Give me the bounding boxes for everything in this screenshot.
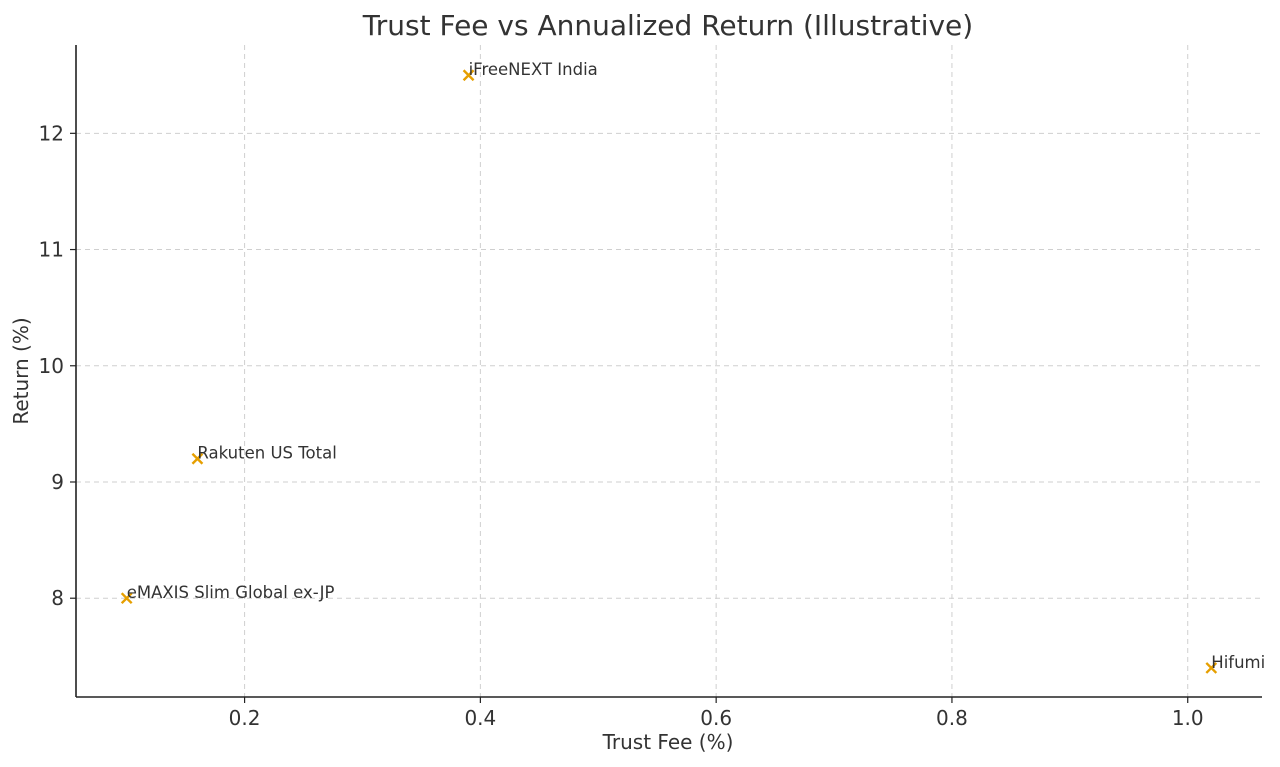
x-tick-label: 0.6 xyxy=(700,706,732,730)
point-label: eMAXIS Slim Global ex-JP xyxy=(127,583,335,602)
grid-lines xyxy=(76,45,1262,697)
point-label: iFreeNEXT India xyxy=(469,60,598,79)
ticks: 0.2 0.4 0.6 0.8 1.0 8 9 10 11 12 xyxy=(39,121,1204,730)
axes xyxy=(75,45,1262,698)
y-tick-label: 11 xyxy=(39,238,64,262)
data-point: Rakuten US Total xyxy=(191,444,337,465)
data-point: iFreeNEXT India xyxy=(462,60,598,82)
x-tick-label: 0.8 xyxy=(936,706,968,730)
x-axis-label: Trust Fee (%) xyxy=(602,730,734,754)
y-tick-label: 10 xyxy=(39,354,64,378)
x-tick-label: 0.4 xyxy=(464,706,496,730)
x-tick-label: 0.2 xyxy=(229,706,261,730)
chart-title: Trust Fee vs Annualized Return (Illustra… xyxy=(362,9,973,42)
data-point: Hifumi xyxy=(1205,653,1265,674)
y-tick-label: 12 xyxy=(39,121,64,145)
x-marker xyxy=(1205,662,1218,674)
point-label: Hifumi xyxy=(1211,653,1265,672)
point-label: Rakuten US Total xyxy=(197,444,336,463)
x-marker xyxy=(191,452,204,465)
data-points: eMAXIS Slim Global ex-JP Rakuten US Total… xyxy=(120,60,1265,674)
y-tick-label: 9 xyxy=(51,470,64,494)
y-tick-label: 8 xyxy=(51,586,64,610)
x-marker xyxy=(120,592,133,605)
data-point: eMAXIS Slim Global ex-JP xyxy=(120,583,335,605)
y-axis-label: Return (%) xyxy=(9,317,33,424)
x-marker xyxy=(462,69,475,82)
x-tick-label: 1.0 xyxy=(1172,706,1204,730)
